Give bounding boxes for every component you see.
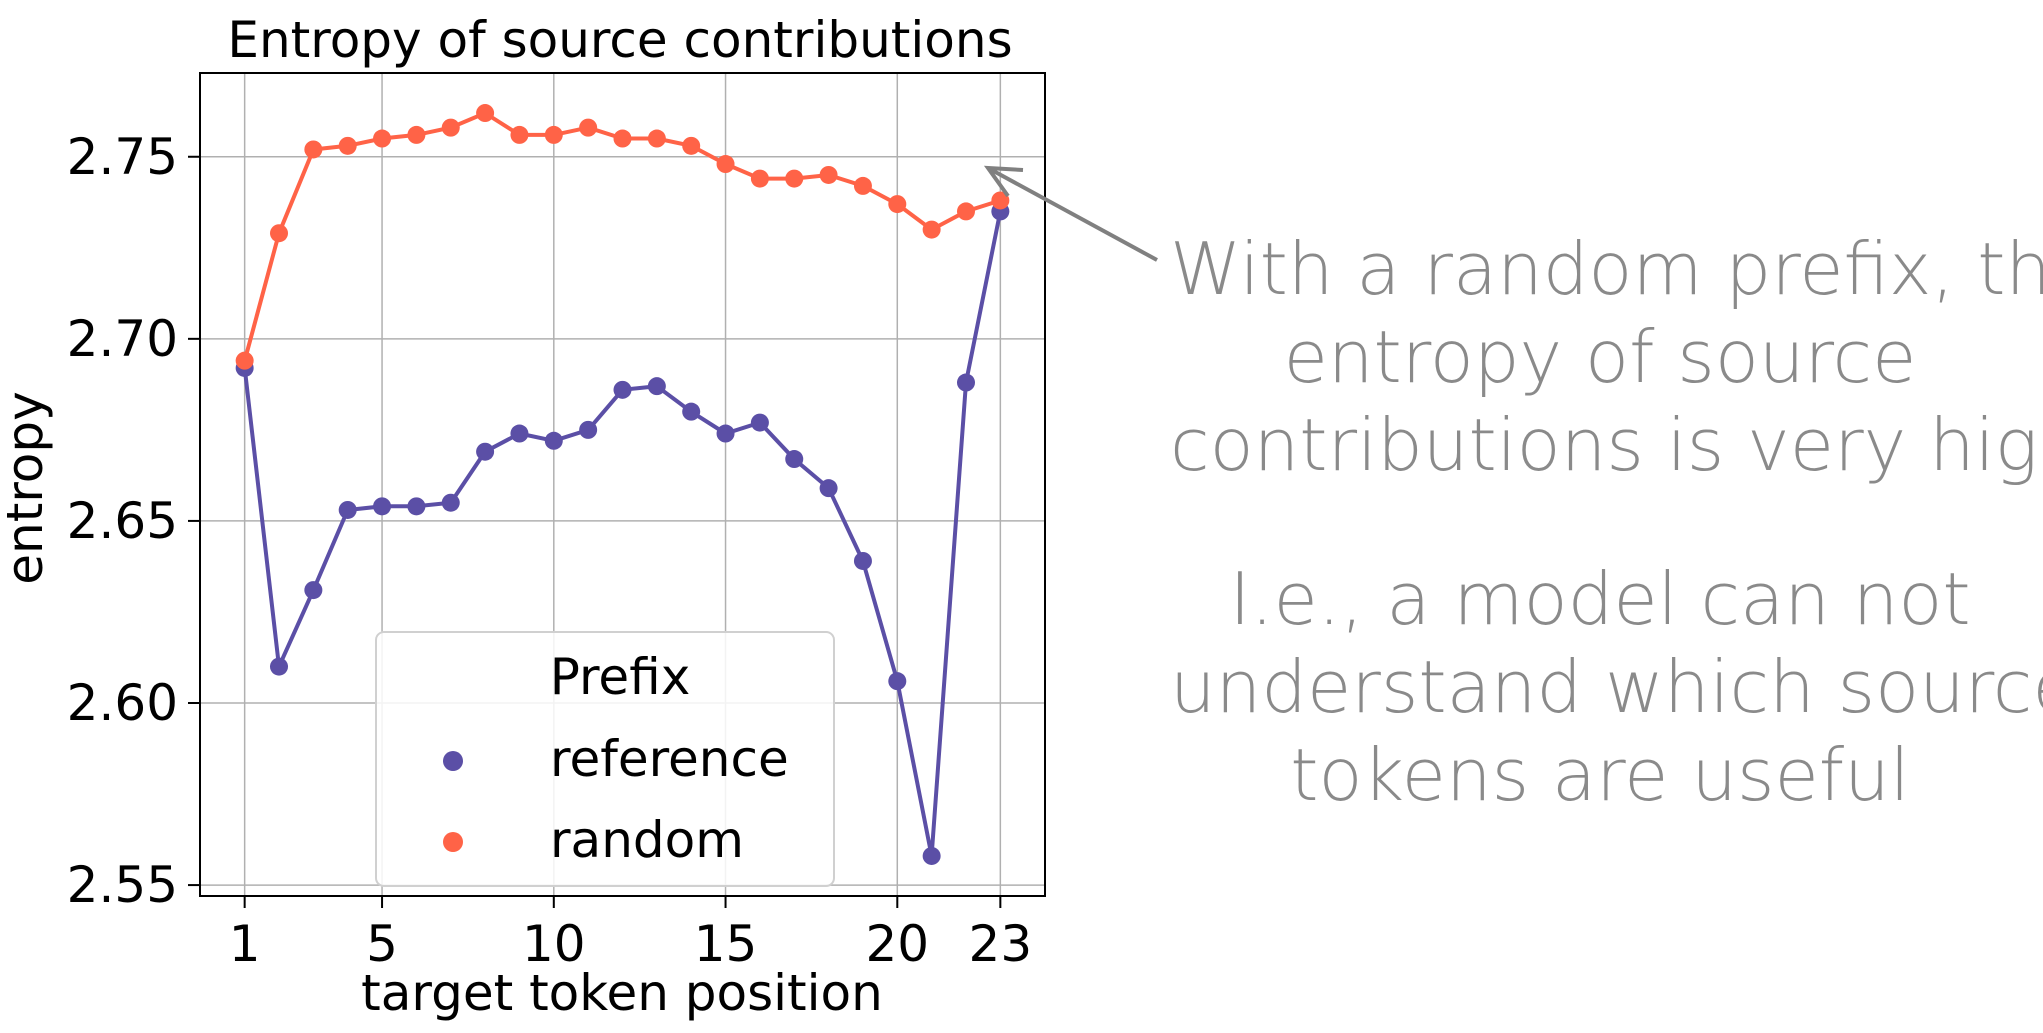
annotation-arrow (983, 165, 1158, 262)
data-point-reference (407, 497, 426, 516)
data-point-reference (853, 551, 872, 570)
y-tick-label: 2.55 (67, 856, 178, 914)
data-point-random (338, 136, 357, 155)
data-point-random (613, 129, 632, 148)
annotation-main-line: entropy of source (1283, 315, 1917, 399)
legend-label-reference: reference (550, 730, 789, 788)
annotation-main: With a random prefix, the entropy of sou… (1170, 225, 2043, 489)
data-point-random (476, 104, 495, 123)
data-point-reference (682, 402, 701, 421)
series-points (235, 104, 1010, 865)
legend-label-random: random (550, 811, 744, 869)
data-point-random (373, 129, 392, 148)
data-point-reference (716, 424, 735, 443)
data-point-random (750, 169, 769, 188)
legend-marker-reference (443, 751, 463, 771)
data-point-reference (441, 493, 460, 512)
y-tick-label: 2.60 (67, 674, 178, 732)
data-point-reference (888, 672, 907, 691)
x-tick-label: 1 (229, 915, 261, 973)
data-point-reference (270, 657, 289, 676)
x-tick-label: 10 (522, 915, 586, 973)
annotation-sub-line: tokens are useful (1290, 733, 1910, 817)
data-point-random (407, 125, 426, 144)
data-point-random (441, 118, 460, 137)
data-point-random (579, 118, 598, 137)
x-tick-label: 20 (865, 915, 929, 973)
data-point-reference (476, 442, 495, 461)
data-point-random (819, 165, 838, 184)
x-axis-label: target token position (361, 964, 883, 1022)
legend-title: Prefix (550, 648, 691, 706)
data-point-random (853, 176, 872, 195)
data-point-reference (647, 377, 666, 396)
data-point-random (304, 140, 323, 159)
data-point-random (991, 191, 1010, 210)
y-tick-label: 2.65 (67, 492, 178, 550)
data-point-random (544, 125, 563, 144)
data-point-random (888, 195, 907, 214)
data-point-random (647, 129, 666, 148)
legend: Prefix reference random (375, 631, 835, 887)
data-point-random (922, 220, 941, 239)
x-tick-label: 5 (366, 915, 398, 973)
legend-marker-random (443, 832, 463, 852)
x-tick-label: 15 (694, 915, 758, 973)
data-point-random (270, 224, 289, 243)
x-ticks: 1 5 10 15 20 23 (229, 896, 1032, 973)
data-point-reference (338, 500, 357, 519)
arrow-shaft (987, 166, 1158, 262)
plot-frame (199, 72, 1046, 897)
annotation-sub-line: understand which source (1170, 645, 2043, 729)
data-point-reference (304, 581, 323, 600)
data-point-reference (750, 413, 769, 432)
annotation-main-line: With a random prefix, the (1170, 227, 2043, 311)
data-point-reference (579, 420, 598, 439)
annotation-sub-line: I.e., a model can not (1229, 557, 1971, 641)
data-point-reference (373, 497, 392, 516)
data-point-random (235, 351, 254, 370)
data-point-reference (956, 373, 975, 392)
data-point-reference (510, 424, 529, 443)
data-point-random (682, 136, 701, 155)
data-point-reference (613, 380, 632, 399)
data-point-random (716, 155, 735, 174)
y-tick-label: 2.70 (67, 310, 178, 368)
x-tick-label: 23 (969, 915, 1033, 973)
data-point-random (956, 202, 975, 221)
y-ticks: 2.55 2.60 2.65 2.70 2.75 (67, 128, 200, 914)
annotation-sub: I.e., a model can not understand which s… (1170, 555, 2043, 819)
data-point-random (785, 169, 804, 188)
arrow-head (983, 165, 1024, 198)
series-line-random (242, 110, 1001, 362)
chart-title: Entropy of source contributions (227, 11, 1012, 69)
y-axis-label: entropy (0, 391, 54, 584)
data-point-reference (922, 846, 941, 865)
data-point-random (510, 125, 529, 144)
annotation-main-line: contributions is very high (1170, 403, 2043, 487)
legend-box (375, 631, 835, 887)
data-point-reference (819, 479, 838, 498)
y-tick-label: 2.75 (67, 128, 178, 186)
data-point-reference (785, 450, 804, 469)
data-point-reference (544, 431, 563, 450)
